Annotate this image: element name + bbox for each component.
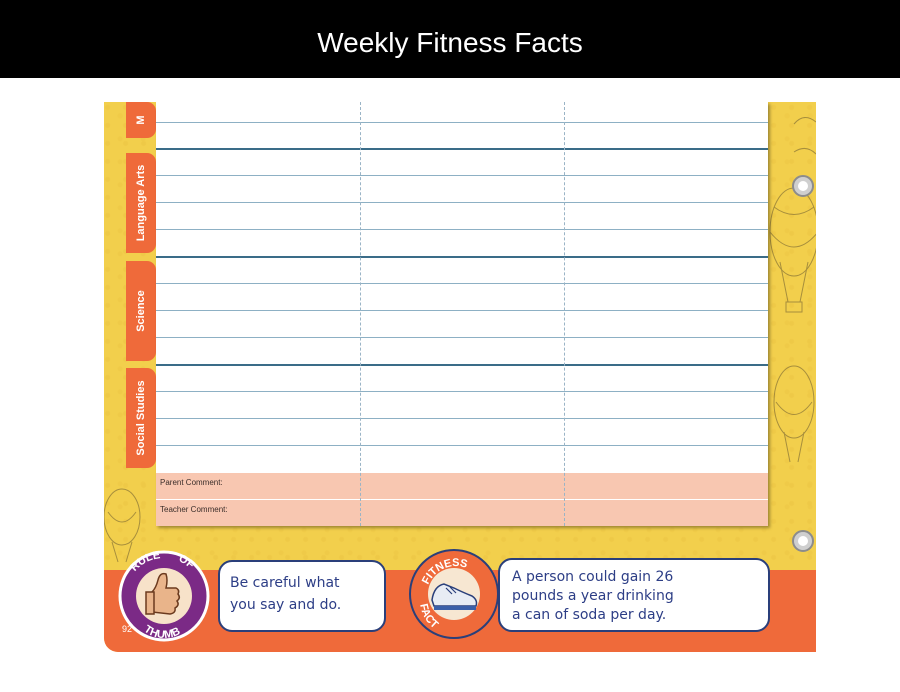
- grid-line: [156, 445, 768, 446]
- column-divider: [360, 102, 361, 526]
- grid-line: [156, 310, 768, 311]
- teacher-comment-label: Teacher Comment:: [160, 505, 228, 514]
- tab-math[interactable]: M: [126, 102, 156, 138]
- grid-line: [156, 364, 768, 366]
- grid-line: [156, 122, 768, 123]
- grid-line: [156, 256, 768, 258]
- rule-of-thumb-bubble: Be careful what you say and do.: [218, 560, 386, 632]
- tab-language-arts-label: Language Arts: [135, 164, 147, 242]
- grid-line: [156, 499, 768, 500]
- grid-line: [156, 202, 768, 203]
- page-title: Weekly Fitness Facts: [317, 27, 583, 58]
- fact-text-line2: pounds a year drinking: [512, 588, 674, 604]
- binder-hole: [792, 530, 814, 552]
- grid-line: [156, 391, 768, 392]
- rule-text-line2: you say and do.: [230, 597, 342, 613]
- planner-grid: Parent Comment: Teacher Comment:: [156, 102, 768, 526]
- balloon-doodles: [104, 117, 816, 563]
- rule-badge-bottom: THUMB: [142, 623, 182, 641]
- grid-line: [156, 337, 768, 338]
- binder-hole: [792, 175, 814, 197]
- page-number: 92: [122, 624, 133, 634]
- column-divider: [564, 102, 565, 526]
- grid-line: [156, 175, 768, 176]
- tab-math-label: M: [135, 115, 147, 125]
- grid-line: [156, 229, 768, 230]
- tab-social-studies[interactable]: Social Studies: [126, 368, 156, 468]
- title-bar: Weekly Fitness Facts: [0, 0, 900, 78]
- grid-line: [156, 418, 768, 419]
- grid-line: [156, 283, 768, 284]
- fact-text-line1: A person could gain 26: [512, 569, 674, 585]
- tab-science-label: Science: [135, 290, 147, 332]
- svg-text:THUMB: THUMB: [142, 623, 182, 641]
- sneaker-icon: [431, 583, 478, 610]
- rule-of-thumb-badge: RULE OF THUMB: [118, 550, 210, 642]
- thumbs-up-icon: [145, 572, 181, 615]
- tab-social-studies-label: Social Studies: [135, 380, 147, 456]
- tab-language-arts[interactable]: Language Arts: [126, 153, 156, 253]
- fact-text-line3: a can of soda per day.: [512, 607, 667, 623]
- tab-science[interactable]: Science: [126, 261, 156, 361]
- planner-page: M Language Arts Science Social Studies P…: [104, 102, 816, 652]
- fitness-fact-bubble: A person could gain 26 pounds a year dri…: [498, 558, 770, 632]
- rule-text-line1: Be careful what: [230, 575, 340, 591]
- parent-comment-row[interactable]: Parent Comment:: [156, 473, 768, 499]
- parent-comment-label: Parent Comment:: [160, 478, 223, 487]
- teacher-comment-row[interactable]: Teacher Comment:: [156, 500, 768, 526]
- grid-line: [156, 148, 768, 150]
- fitness-fact-badge: FITNESS FACT: [409, 549, 499, 639]
